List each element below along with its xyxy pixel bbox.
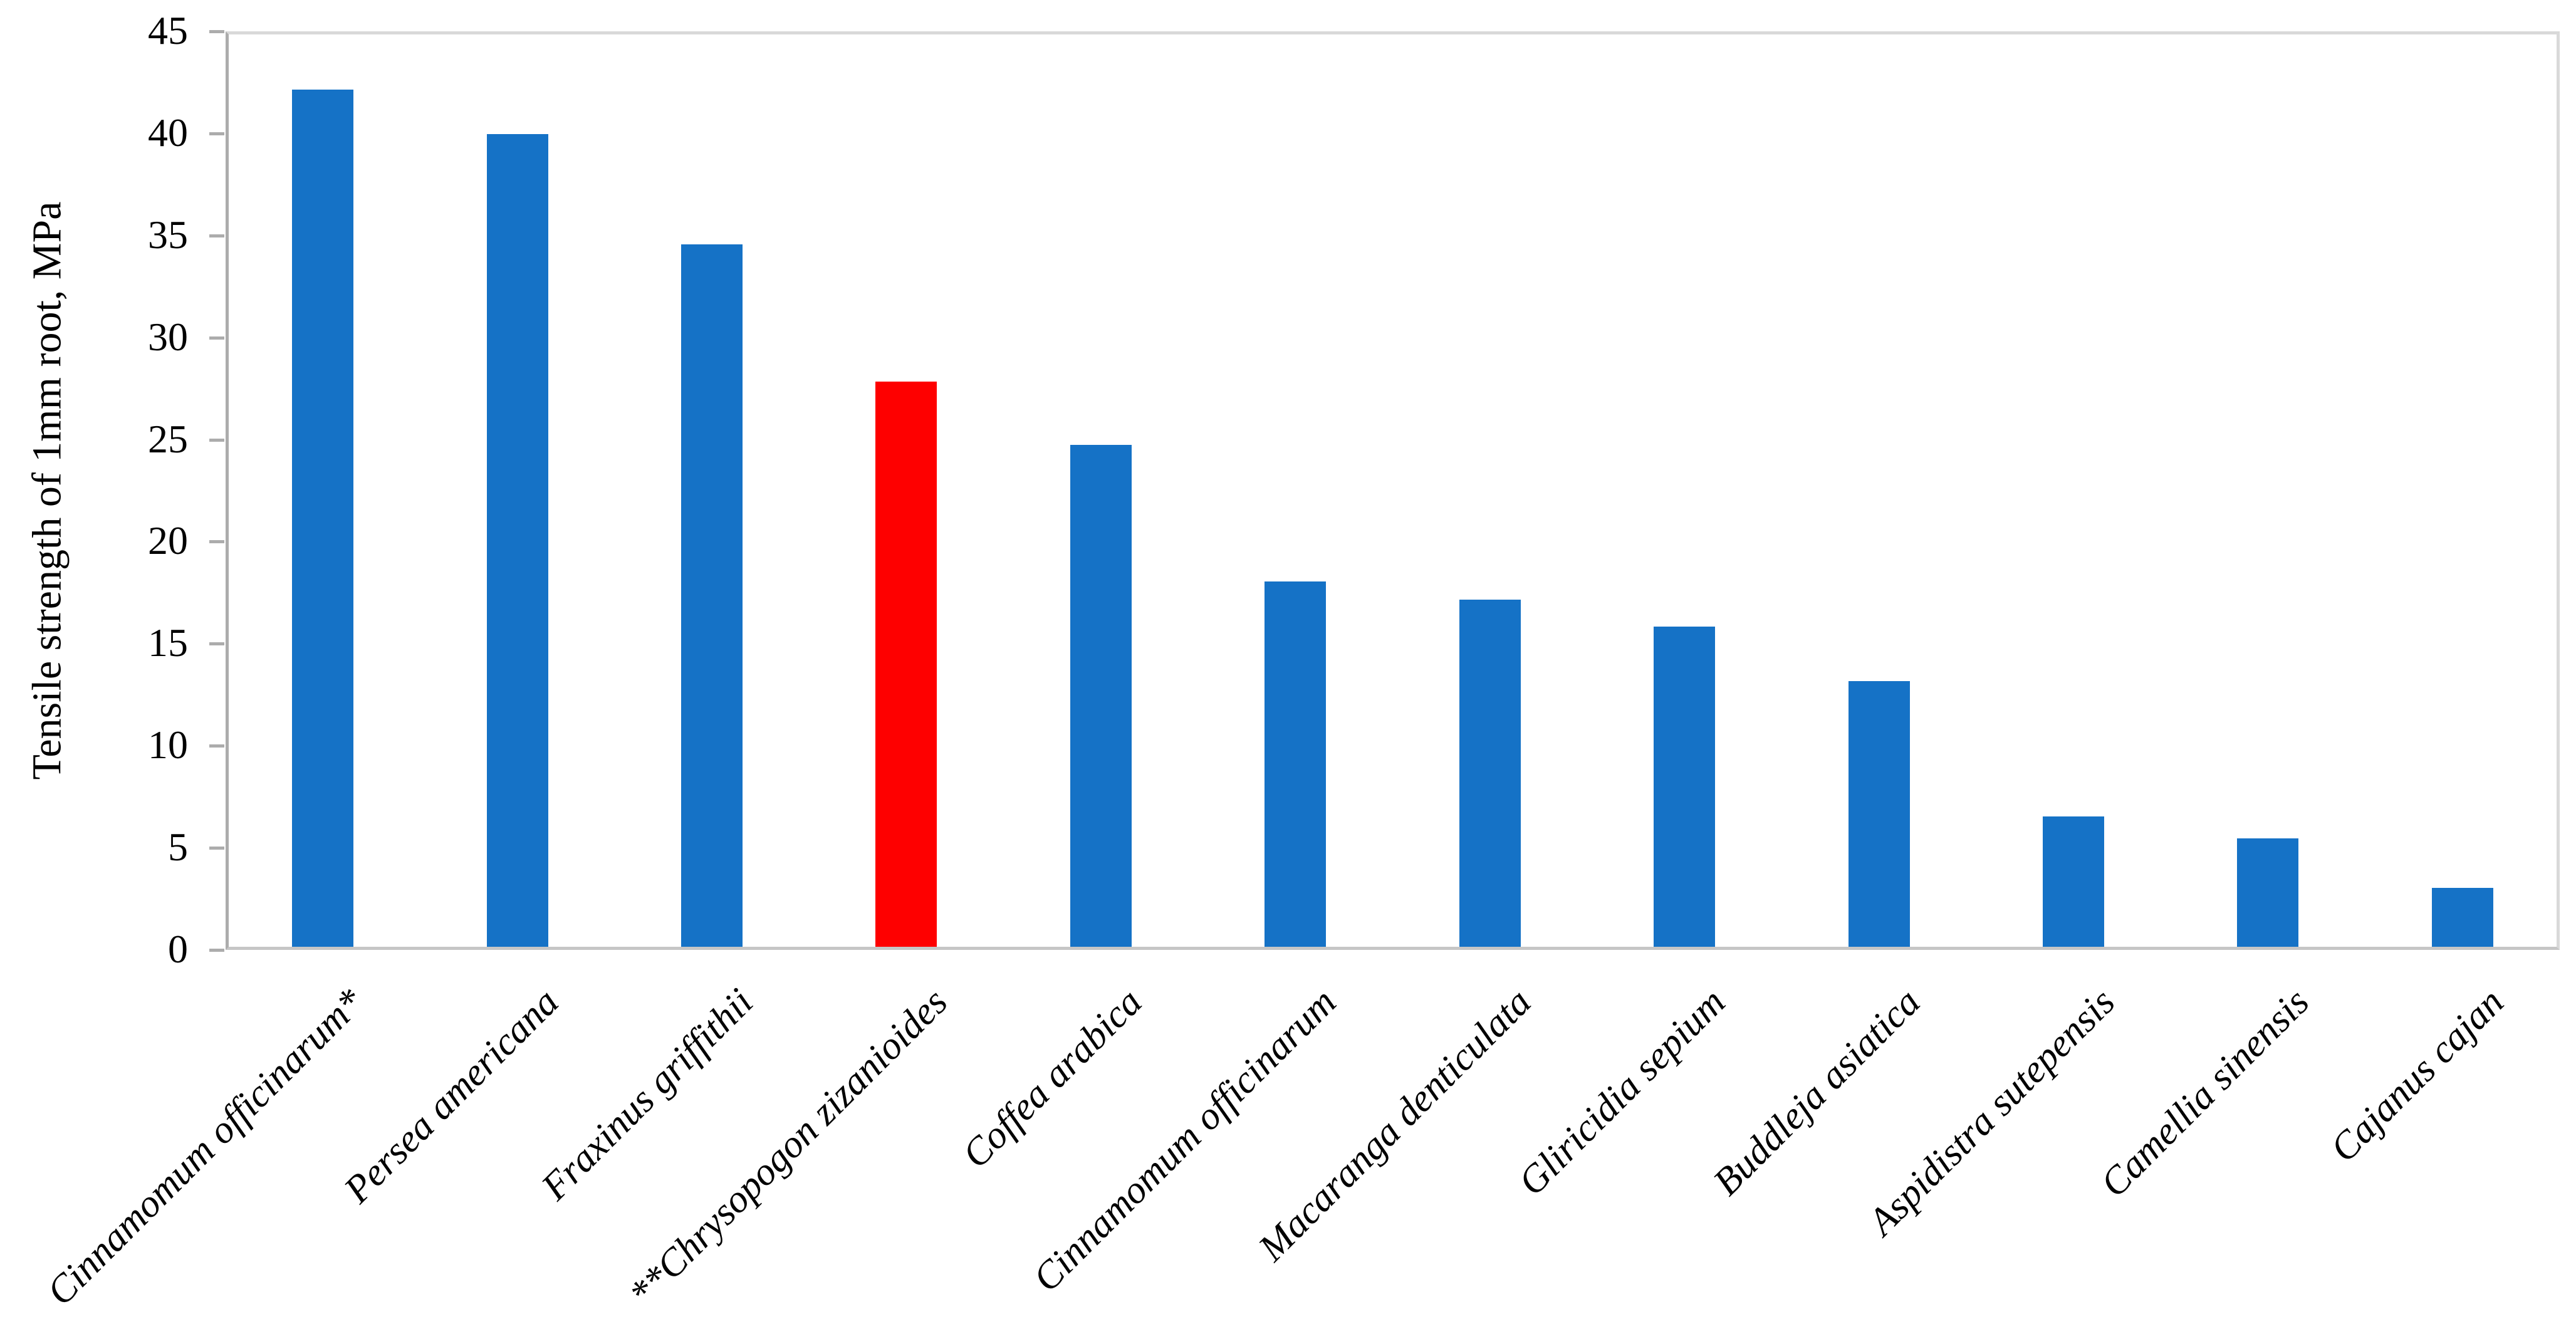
x-category-label-text: Cajanus cajan: [2322, 980, 2512, 1170]
y-tick-mark: [209, 336, 224, 340]
bar: [2237, 838, 2298, 947]
y-tick-label: 20: [148, 518, 188, 563]
y-tick-label: 5: [168, 825, 188, 870]
x-category-label-text: **Chrysopogon zizanioides: [620, 980, 956, 1315]
y-tick-label: 45: [148, 8, 188, 53]
bar: [292, 90, 353, 947]
y-tick-label: 40: [148, 110, 188, 155]
bar: [1459, 600, 1521, 947]
y-tick-mark: [209, 744, 224, 748]
y-tick-label: 30: [148, 314, 188, 359]
y-axis-title: Tensile strength of 1mm root, MPa: [24, 201, 70, 780]
bar: [2432, 888, 2493, 947]
y-tick-mark: [209, 438, 224, 442]
y-tick-mark: [209, 30, 224, 33]
x-category-label: Cajanus cajan: [1798, 977, 2512, 1170]
bar: [2043, 816, 2104, 947]
y-tick-label: 10: [148, 722, 188, 768]
bar: [1070, 445, 1132, 947]
bar: [875, 382, 937, 947]
bar: [681, 244, 743, 947]
y-tick-label: 35: [148, 212, 188, 257]
bar: [487, 134, 548, 947]
bar: [1654, 627, 1715, 947]
x-category-label-text: Cinnamomum officinarum*: [39, 980, 372, 1314]
y-tick-mark: [209, 540, 224, 544]
bar: [1265, 581, 1326, 947]
y-tick-mark: [209, 234, 224, 237]
y-tick-mark: [209, 642, 224, 646]
y-axis-title-box: Tensile strength of 1mm root, MPa: [0, 31, 94, 950]
y-tick-mark: [209, 132, 224, 135]
plot-area: [226, 31, 2560, 950]
y-tick-mark: [209, 847, 224, 850]
y-tick-label: 15: [148, 620, 188, 665]
bar: [1849, 681, 1910, 947]
y-tick-mark: [209, 949, 224, 952]
y-tick-label: 25: [148, 416, 188, 461]
y-tick-label: 0: [168, 927, 188, 971]
